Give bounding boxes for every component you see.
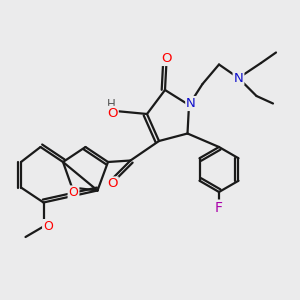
- Text: O: O: [107, 177, 118, 190]
- Text: H: H: [106, 98, 116, 111]
- Text: O: O: [69, 186, 78, 200]
- Text: N: N: [234, 71, 243, 85]
- Text: O: O: [107, 107, 118, 120]
- Text: O: O: [43, 220, 53, 233]
- Text: F: F: [215, 201, 223, 214]
- Text: N: N: [186, 97, 196, 110]
- Text: O: O: [161, 52, 172, 65]
